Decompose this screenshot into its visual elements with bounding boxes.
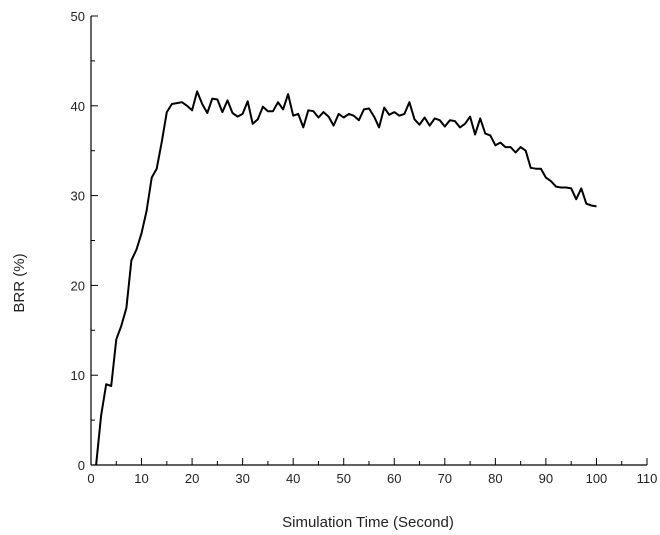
y-tick-label: 10 bbox=[71, 368, 85, 383]
x-tick-label: 10 bbox=[134, 471, 148, 486]
x-tick-label: 100 bbox=[586, 471, 608, 486]
x-tick-label: 30 bbox=[235, 471, 249, 486]
x-tick-label: 70 bbox=[438, 471, 452, 486]
x-tick-label: 90 bbox=[539, 471, 553, 486]
y-tick-label: 40 bbox=[71, 99, 85, 114]
y-axis: 0 10 20 30 40 50 bbox=[71, 9, 98, 473]
y-tick-label: 20 bbox=[71, 278, 85, 293]
y-axis-title: BRR (%) bbox=[11, 253, 28, 312]
x-axis-title: Simulation Time (Second) bbox=[282, 514, 454, 531]
y-tick-label: 0 bbox=[78, 458, 85, 473]
y-tick-label: 50 bbox=[71, 9, 85, 24]
x-tick-label: 50 bbox=[336, 471, 350, 486]
plot-area bbox=[95, 90, 597, 466]
x-axis: 0 10 20 30 40 50 60 70 80 90 100 110 bbox=[87, 458, 657, 486]
x-tick-label: 40 bbox=[286, 471, 300, 486]
x-tick-label: 110 bbox=[637, 471, 658, 486]
y-tick-label: 30 bbox=[71, 189, 85, 204]
x-tick-label: 80 bbox=[488, 471, 502, 486]
series-line-1 bbox=[95, 90, 597, 466]
x-tick-label: 60 bbox=[387, 471, 401, 486]
x-tick-label: 20 bbox=[185, 471, 199, 486]
x-tick-label: 0 bbox=[87, 471, 94, 486]
